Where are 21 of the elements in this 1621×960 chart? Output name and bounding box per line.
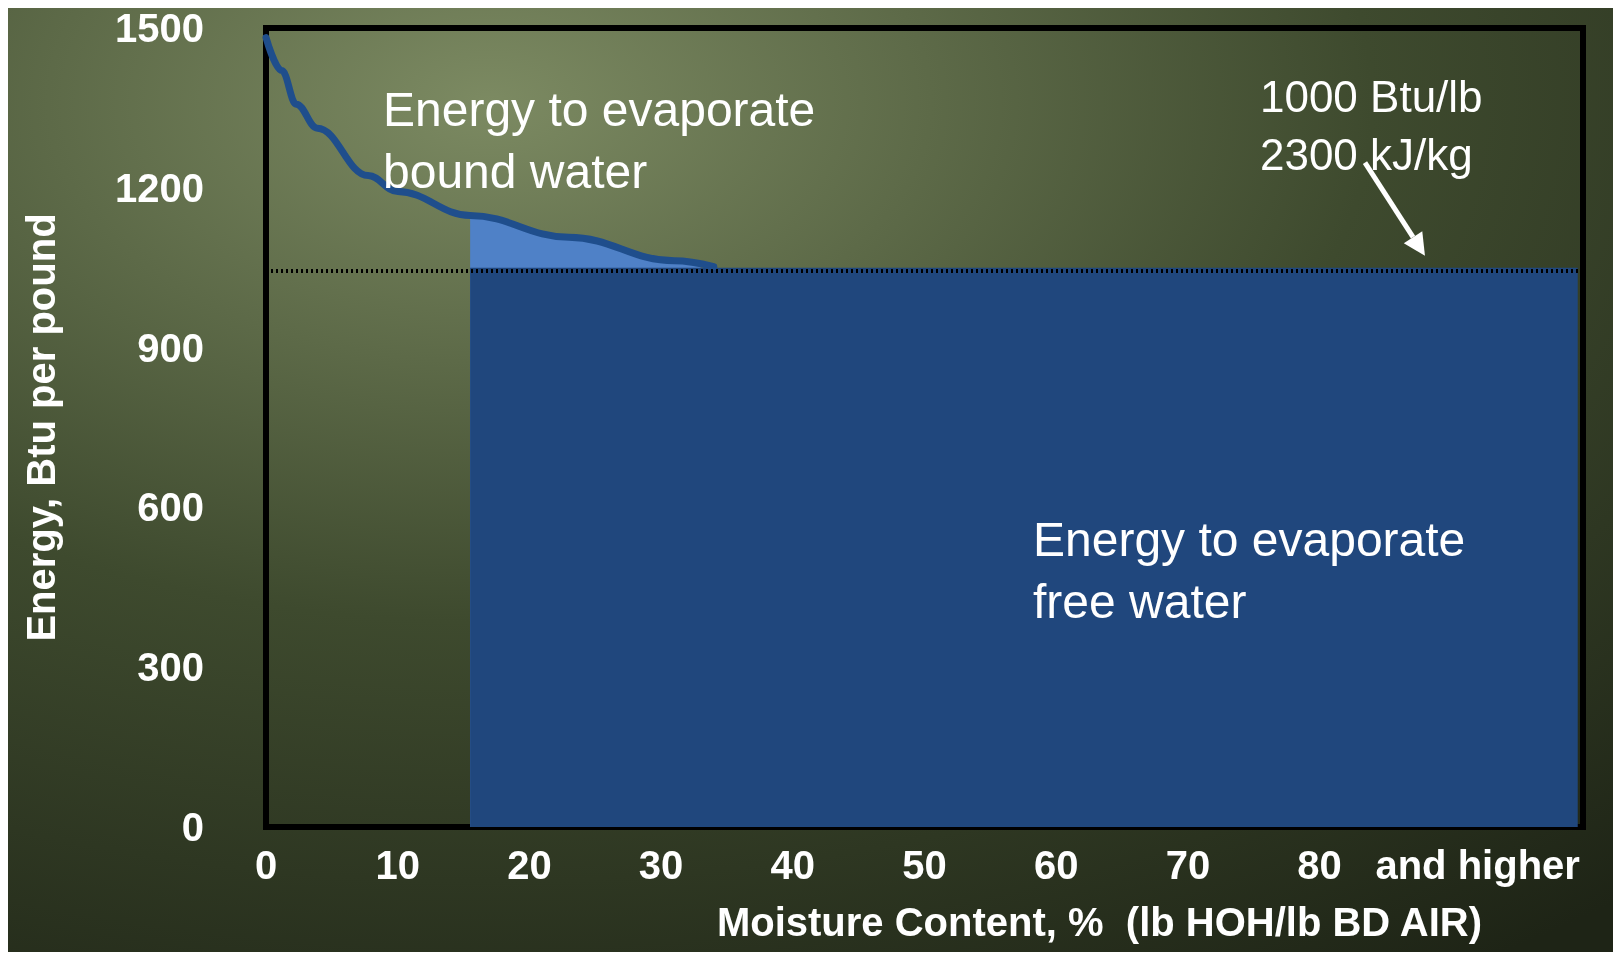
y-axis-title: Energy, Btu per pound <box>19 213 63 642</box>
x-tick-label: and higher <box>1375 843 1580 887</box>
y-tick-label: 1200 <box>115 165 204 210</box>
x-tick-label: 30 <box>638 843 684 887</box>
x-axis-title: Moisture Content, % (lb HOH/lb BD AIR) <box>716 900 1483 944</box>
y-tick-label: 900 <box>137 325 204 370</box>
annotation: Energy to evaporate free water <box>1033 512 1466 628</box>
y-tick-label: 600 <box>137 485 204 530</box>
y-tick-label: 300 <box>137 645 204 690</box>
annotation: Energy to evaporate bound water <box>383 82 816 198</box>
annotation: 1000 Btu/lb 2300 kJ/kg <box>1259 72 1483 180</box>
x-tick-label: 0 <box>254 843 278 887</box>
x-tick-label: 40 <box>770 843 816 887</box>
x-tick-label: 60 <box>1033 843 1079 887</box>
x-tick-label: 20 <box>507 843 552 887</box>
x-tick-label: 80 <box>1297 843 1342 887</box>
y-tick-label: 0 <box>181 805 204 849</box>
x-tick-label: 10 <box>375 843 420 887</box>
y-tick-label: 1500 <box>115 6 204 50</box>
x-tick-label: 70 <box>1165 843 1211 887</box>
x-tick-label: 50 <box>902 843 947 887</box>
